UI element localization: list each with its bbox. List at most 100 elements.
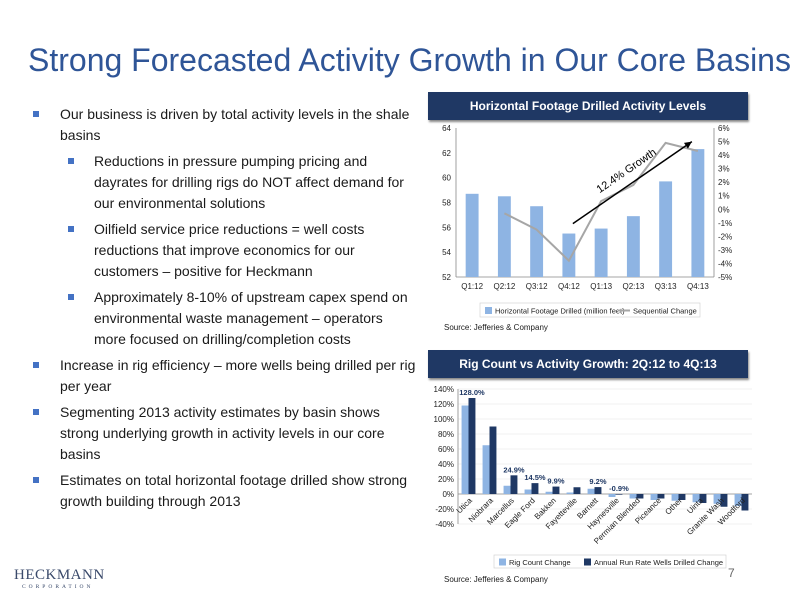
rig-count-bar bbox=[713, 494, 721, 504]
y2-tick-label: -2% bbox=[718, 232, 732, 241]
chart1-title: Horizontal Footage Drilled Activity Leve… bbox=[428, 92, 748, 120]
y2-tick-label: 0% bbox=[718, 205, 730, 214]
legend-label: Sequential Change bbox=[633, 307, 697, 316]
y-tick-label: 52 bbox=[442, 273, 451, 282]
legend-label: Rig Count Change bbox=[509, 558, 571, 567]
bullet-list: Our business is driven by total activity… bbox=[28, 104, 418, 517]
y2-tick-label: 5% bbox=[718, 138, 730, 147]
wells-drilled-bar bbox=[678, 494, 686, 500]
data-label: 14.5% bbox=[524, 473, 546, 482]
legend-label: Horizontal Footage Drilled (million feet… bbox=[495, 307, 625, 316]
bullet-text: Estimates on total horizontal footage dr… bbox=[60, 472, 408, 509]
footage-bar bbox=[530, 206, 544, 277]
footage-bar bbox=[465, 193, 479, 277]
wells-drilled-bar bbox=[573, 487, 581, 494]
wells-drilled-bar bbox=[741, 494, 749, 511]
rig-count-bar bbox=[524, 489, 532, 494]
data-label: -0.9% bbox=[609, 484, 629, 493]
growth-arrow-head-icon bbox=[683, 141, 692, 149]
bullet-item: Increase in rig efficiency – more wells … bbox=[28, 355, 418, 397]
bullet-item: Segmenting 2013 activity estimates by ba… bbox=[28, 402, 418, 465]
wells-drilled-bar bbox=[615, 494, 623, 495]
sub-bullet-item: Approximately 8-10% of upstream capex sp… bbox=[28, 287, 418, 350]
x-tick-label: Q1:13 bbox=[590, 282, 612, 291]
sequential-change-line bbox=[503, 141, 699, 263]
bullet-text: Increase in rig efficiency – more wells … bbox=[60, 357, 416, 394]
bullet-text: Oilfield service price reductions = well… bbox=[94, 221, 365, 279]
legend-box bbox=[493, 554, 727, 569]
y-tick-label: 40% bbox=[438, 460, 454, 469]
y2-tick-label: 1% bbox=[718, 192, 730, 201]
footage-bar bbox=[659, 181, 673, 277]
rig-count-bar bbox=[692, 494, 700, 503]
logo-name: HECKMANN bbox=[14, 567, 105, 583]
y-tick-label: 20% bbox=[438, 475, 454, 484]
data-label: 9.9% bbox=[547, 477, 564, 486]
bullet-item: Our business is driven by total activity… bbox=[28, 104, 418, 146]
bullet-square-icon bbox=[68, 226, 74, 232]
chart1-source: Source: Jefferies & Company bbox=[444, 323, 548, 332]
y2-tick-label: -5% bbox=[718, 273, 732, 282]
x-tick-label: Q2:13 bbox=[622, 282, 644, 291]
rig-count-bar bbox=[482, 445, 490, 494]
y2-tick-label: 4% bbox=[718, 151, 730, 160]
y-tick-label: 120% bbox=[434, 400, 454, 409]
wells-drilled-bar bbox=[720, 494, 728, 507]
wells-drilled-bar bbox=[531, 483, 539, 494]
sub-bullet-item: Oilfield service price reductions = well… bbox=[28, 219, 418, 282]
bullet-text: Reductions in pressure pumping pricing a… bbox=[94, 153, 404, 211]
x-tick-label: Q4:12 bbox=[558, 282, 580, 291]
y-tick-label: -20% bbox=[435, 505, 454, 514]
y-tick-label: 140% bbox=[434, 385, 454, 394]
rig-count-chart: -40% -20% 0% 20% 40% 60% 80% 100% 120% 140% 128.0%… bbox=[434, 385, 752, 569]
bullet-square-icon bbox=[33, 409, 39, 415]
bullet-text: Approximately 8-10% of upstream capex sp… bbox=[94, 289, 408, 347]
y2-tick-label: -4% bbox=[718, 259, 732, 268]
footage-bar bbox=[594, 228, 608, 277]
bullet-square-icon bbox=[68, 294, 74, 300]
y-tick-label: 54 bbox=[442, 248, 451, 257]
bullet-text: Segmenting 2013 activity estimates by ba… bbox=[60, 404, 385, 462]
footage-chart: 52 54 56 58 60 62 64 -5% -4% -3% -2% -1% 0% 1% 2% 3% 4% 5… bbox=[442, 124, 732, 318]
legend-swatch-bar bbox=[485, 307, 492, 314]
rig-count-bar bbox=[461, 405, 469, 494]
chart2-source: Source: Jefferies & Company bbox=[444, 575, 548, 584]
data-label: 24.9% bbox=[503, 465, 525, 474]
bullet-item: Estimates on total horizontal footage dr… bbox=[28, 470, 418, 512]
logo-subtitle: CORPORATION bbox=[22, 584, 94, 590]
y-tick-label: 80% bbox=[438, 430, 454, 439]
footage-bar bbox=[691, 149, 705, 277]
chart2-title: Rig Count vs Activity Growth: 2Q:12 to 4… bbox=[428, 350, 748, 378]
bullet-square-icon bbox=[33, 362, 39, 368]
y2-tick-label: -1% bbox=[718, 219, 732, 228]
rig-count-bar bbox=[629, 494, 637, 499]
y-tick-label: 62 bbox=[442, 149, 451, 158]
rig-count-bar bbox=[608, 494, 616, 497]
y-tick-label: 60 bbox=[442, 174, 451, 183]
y2-tick-label: 3% bbox=[718, 165, 730, 174]
y-tick-label: 60% bbox=[438, 445, 454, 454]
wells-drilled-bar bbox=[510, 475, 518, 494]
rig-count-bar bbox=[503, 485, 511, 494]
legend-box bbox=[479, 302, 701, 318]
x-tick-label: Q4:13 bbox=[687, 282, 709, 291]
footage-bar bbox=[626, 216, 640, 277]
wells-drilled-bar bbox=[552, 486, 560, 494]
legend-label: Annual Run Rate Wells Drilled Change bbox=[594, 558, 723, 567]
y-tick-label: 64 bbox=[442, 124, 451, 133]
wells-drilled-bar bbox=[468, 398, 476, 494]
x-tick-label: Q3:13 bbox=[655, 282, 677, 291]
legend-swatch-rig bbox=[499, 558, 506, 566]
legend-swatch-wells bbox=[584, 558, 591, 566]
y-tick-label: 0% bbox=[442, 490, 454, 499]
footage-bar bbox=[562, 233, 576, 277]
heckmann-logo: HECKMANN CORPORATION bbox=[14, 567, 105, 590]
slide-title: Strong Forecasted Activity Growth in Our… bbox=[28, 42, 791, 78]
y-tick-label: 58 bbox=[442, 199, 451, 208]
x-tick-label: Q3:12 bbox=[526, 282, 548, 291]
rig-count-bar bbox=[671, 494, 679, 501]
growth-arrow bbox=[572, 141, 693, 225]
bullet-square-icon bbox=[33, 111, 39, 117]
wells-drilled-bar bbox=[636, 494, 644, 499]
bullet-square-icon bbox=[68, 158, 74, 164]
